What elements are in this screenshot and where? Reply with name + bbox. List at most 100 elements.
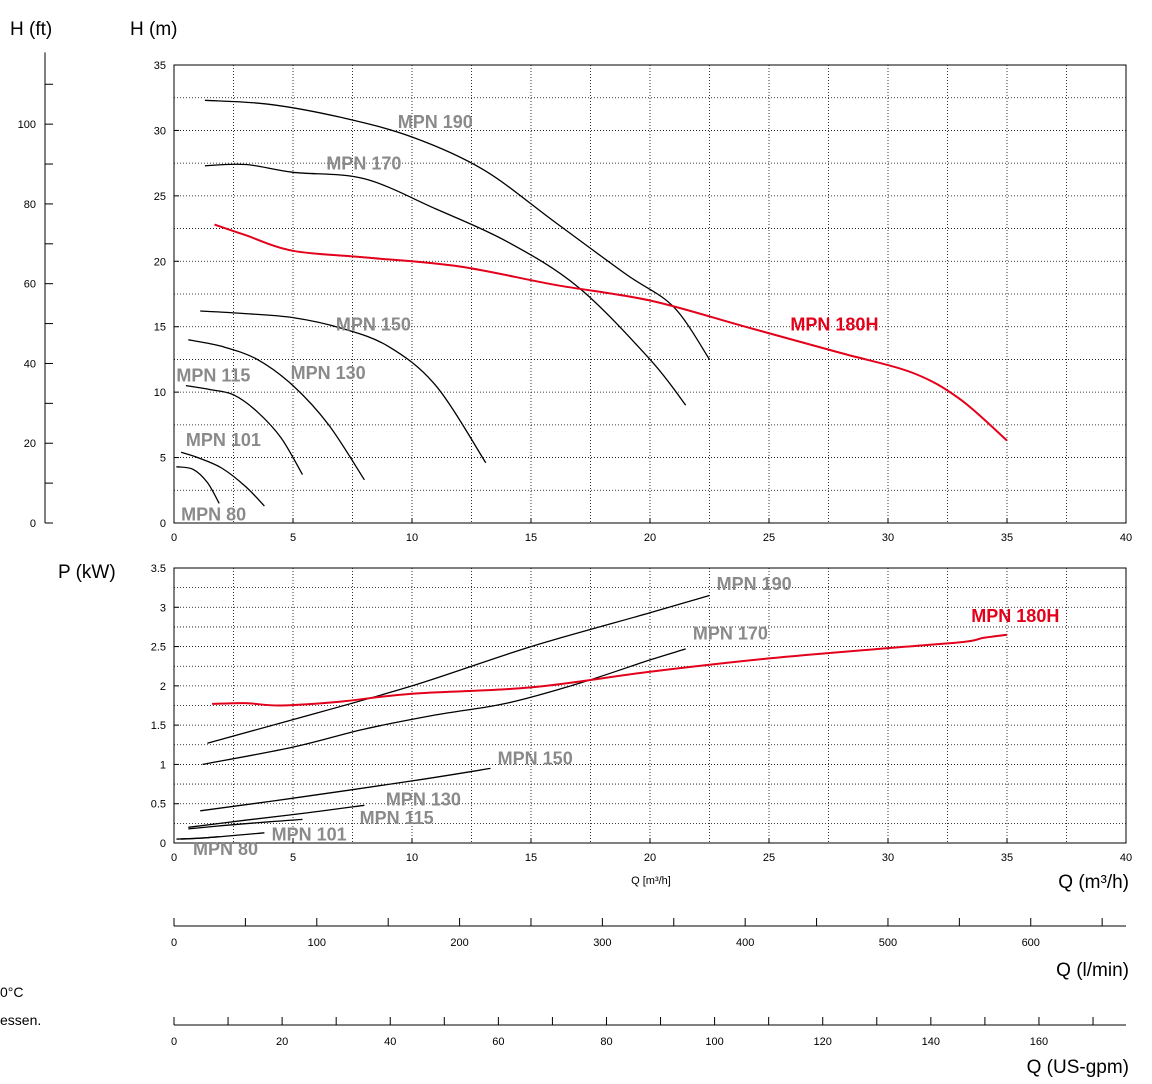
head-x-tick-label: 25 (763, 532, 775, 544)
q-usgpm-axis-title: Q (US-gpm) (1027, 1057, 1129, 1078)
power-label-mpn-130: MPN 130 (386, 789, 461, 809)
head-ft-tick-label: 40 (24, 358, 36, 370)
head-y-tick-label: 15 (154, 322, 166, 334)
power-y-tick-label: 1.5 (151, 720, 166, 732)
head-panel-grid: 0 5 10 15 20 25 30 35 40 0 5 10 15 20 25 30 35 0 20 40 60 80 1… (18, 52, 1132, 544)
head-x-tick-label: 30 (882, 532, 894, 544)
head-ft-tick-label: 0 (30, 518, 36, 530)
q-m3h-small-axis-title: Q [m³/h] (631, 875, 671, 887)
q-lmin-axis-title: Q (l/min) (1056, 960, 1129, 981)
power-x-tick-label: 20 (644, 852, 656, 864)
head-curve-mpn-101 (180, 451, 265, 507)
side-note-line-2: essen. (0, 1012, 41, 1028)
head-label-mpn-130: MPN 130 (291, 363, 366, 383)
power-label-mpn-80: MPN 80 (193, 839, 258, 859)
head-label-mpn-101: MPN 101 (186, 430, 261, 450)
power-y-tick-label: 3.5 (151, 563, 166, 575)
head-label-mpn-170: MPN 170 (326, 154, 401, 174)
head-ft-axis-title: H (ft) (10, 19, 52, 40)
head-curve-mpn-180h (214, 223, 1008, 442)
head-y-tick-label: 20 (154, 256, 166, 268)
head-y-tick-label: 5 (160, 453, 166, 465)
head-x-tick-label: 10 (406, 532, 418, 544)
power-panel-grid: 0 5 10 15 20 25 30 35 40 0 0.5 1 1.5 2 2.5 3 3.5 (151, 563, 1132, 864)
flow-lmin-tick-label: 100 (308, 937, 326, 949)
head-ft-tick-label: 100 (18, 119, 36, 131)
flow-usgpm-tick-label: 60 (492, 1036, 504, 1048)
power-label-mpn-170: MPN 170 (693, 624, 768, 644)
power-curve-mpn-150 (200, 767, 491, 812)
head-ft-tick-label: 60 (24, 279, 36, 291)
head-m-axis-title: H (m) (130, 19, 177, 40)
flow-usgpm-tick-label: 100 (705, 1036, 723, 1048)
q-m3h-axis-title: Q (m³/h) (1058, 872, 1129, 893)
power-label-mpn-190: MPN 190 (717, 574, 792, 594)
head-x-tick-label: 5 (290, 532, 296, 544)
flow-lmin-tick-label: 200 (450, 937, 468, 949)
head-x-tick-label: 35 (1001, 532, 1013, 544)
power-x-tick-label: 5 (290, 852, 296, 864)
flow-usgpm-tick-label: 80 (600, 1036, 612, 1048)
head-x-tick-label: 0 (171, 532, 177, 544)
flow-lmin-tick-label: 400 (736, 937, 754, 949)
head-y-tick-label: 35 (154, 60, 166, 72)
power-x-tick-label: 40 (1120, 852, 1132, 864)
flow-lmin-tick-label: 600 (1022, 937, 1040, 949)
head-label-mpn-190: MPN 190 (398, 112, 473, 132)
head-y-tick-label: 0 (160, 518, 166, 530)
flow-usgpm-tick-label: 120 (814, 1036, 832, 1048)
power-x-tick-label: 15 (525, 852, 537, 864)
power-x-tick-label: 25 (763, 852, 775, 864)
power-label-mpn-101: MPN 101 (272, 825, 347, 845)
head-curve-mpn-150 (200, 310, 487, 464)
chart-curves (176, 99, 1008, 840)
head-curve-mpn-190 (204, 99, 711, 360)
head-label-mpn-80: MPN 80 (181, 504, 246, 524)
head-curve-mpn-130 (188, 339, 365, 481)
head-y-tick-label: 25 (154, 191, 166, 203)
head-label-mpn-115: MPN 115 (176, 366, 250, 386)
power-y-tick-label: 0.5 (151, 799, 166, 811)
power-axis-title: P (kW) (58, 562, 116, 583)
power-x-tick-label: 0 (171, 852, 177, 864)
head-x-tick-label: 20 (644, 532, 656, 544)
flow-lmin-tick-label: 0 (171, 937, 177, 949)
flow-usgpm-tick-label: 140 (922, 1036, 940, 1048)
power-y-tick-label: 2.5 (151, 642, 166, 654)
power-curve-mpn-130 (188, 804, 365, 828)
flow-usgpm-tick-label: 40 (384, 1036, 396, 1048)
power-y-tick-label: 3 (160, 602, 166, 614)
flow-usgpm-tick-label: 160 (1030, 1036, 1048, 1048)
head-label-mpn-150: MPN 150 (336, 315, 411, 335)
head-curve-mpn-115 (185, 384, 304, 475)
power-y-tick-label: 2 (160, 681, 166, 693)
head-x-tick-label: 15 (525, 532, 537, 544)
power-curve-mpn-180h (212, 633, 1008, 707)
power-y-tick-label: 1 (160, 759, 166, 771)
power-curve-mpn-80 (176, 836, 220, 840)
head-label-mpn-180h: MPN 180H (790, 315, 878, 335)
power-curve-mpn-170 (202, 648, 686, 766)
flow-usgpm-tick-label: 0 (171, 1036, 177, 1048)
power-label-mpn-115: MPN 115 (360, 808, 434, 828)
head-y-tick-label: 10 (154, 387, 166, 399)
power-curve-mpn-115 (188, 818, 303, 830)
head-curve-mpn-170 (204, 163, 687, 406)
power-x-tick-label: 30 (882, 852, 894, 864)
head-x-tick-label: 40 (1120, 532, 1132, 544)
power-x-tick-label: 10 (406, 852, 418, 864)
flow-lmin-tick-label: 300 (593, 937, 611, 949)
flow-lmin-tick-label: 500 (879, 937, 897, 949)
head-y-tick-label: 30 (154, 125, 166, 137)
head-ft-tick-label: 20 (24, 438, 36, 450)
power-curve-mpn-190 (207, 594, 710, 744)
power-label-mpn-180h: MPN 180H (971, 606, 1059, 626)
head-curve-mpn-80 (176, 466, 220, 504)
power-label-mpn-150: MPN 150 (498, 748, 573, 768)
side-note-line-1: 0°C (0, 984, 24, 1000)
head-ft-tick-label: 80 (24, 199, 36, 211)
flow-unit-axes: 0 100 200 300 400 500 600 0 20 40 60 80 100 120 140 160 (171, 918, 1126, 1048)
flow-usgpm-tick-label: 20 (276, 1036, 288, 1048)
